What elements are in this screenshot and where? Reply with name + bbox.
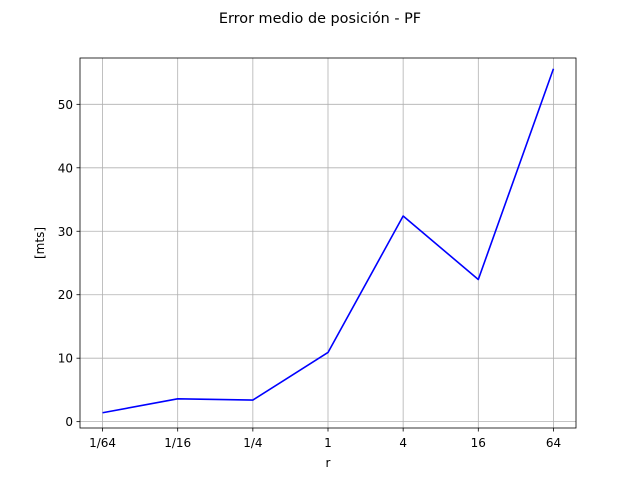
y-tick-label: 50 <box>58 98 73 112</box>
x-axis-label: r <box>326 456 331 470</box>
y-tick-label: 20 <box>58 288 73 302</box>
y-tick-label: 40 <box>58 161 73 175</box>
x-tick-label: 16 <box>471 436 486 450</box>
grid <box>80 58 576 428</box>
y-tick-label: 0 <box>65 415 73 429</box>
x-tick-label: 1/16 <box>164 436 191 450</box>
y-tick-label: 10 <box>58 352 73 366</box>
series-layer <box>102 68 555 414</box>
x-tick-label: 1 <box>324 436 332 450</box>
axis-ticks: 1/64 1/16 1/4 1 4 16 64 0 10 20 30 40 50 <box>58 98 561 450</box>
chart-title: Error medio de posición - PF <box>219 11 421 27</box>
series-line <box>102 68 555 414</box>
y-axis-label: [mts] <box>33 227 47 259</box>
x-tick-label: 1/4 <box>243 436 262 450</box>
x-tick-label: 64 <box>546 436 561 450</box>
y-tick-label: 30 <box>58 225 73 239</box>
x-tick-label: 4 <box>399 436 407 450</box>
x-tick-label: 1/64 <box>89 436 116 450</box>
